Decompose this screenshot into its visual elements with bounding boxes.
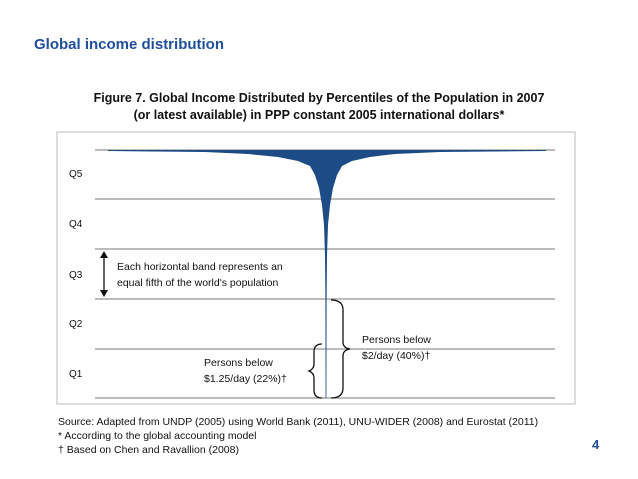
source-line-1: Source: Adapted from UNDP (2005) using W… bbox=[58, 416, 539, 428]
source-line-2: * According to the global accounting mod… bbox=[58, 430, 257, 442]
income-distribution-area bbox=[108, 150, 546, 398]
chart-title-line-1: Figure 7. Global Income Distributed by P… bbox=[93, 91, 545, 105]
chart-frame bbox=[56, 131, 576, 405]
bracket-125day bbox=[307, 343, 323, 399]
band-label-q4: Q4 bbox=[69, 219, 83, 230]
band-label-q5: Q5 bbox=[69, 169, 83, 180]
annotation-125day-line-1: Persons below bbox=[204, 357, 273, 369]
band-note-line-2: equal fifth of the world's population bbox=[117, 277, 279, 289]
page-number: 4 bbox=[592, 437, 600, 452]
band-label-q1: Q1 bbox=[69, 369, 83, 380]
bracket-2day bbox=[330, 299, 351, 399]
band-note-line-1: Each horizontal band represents an bbox=[117, 261, 283, 273]
source-line-3: † Based on Chen and Ravallion (2008) bbox=[58, 444, 239, 456]
annotation-2day-line-2: $2/day (40%)† bbox=[362, 350, 430, 362]
band-label-q3: Q3 bbox=[69, 270, 83, 281]
slide-title: Global income distribution bbox=[34, 36, 225, 53]
annotation-2day-line-1: Persons below bbox=[362, 334, 431, 346]
chart-title-line-2: (or latest available) in PPP constant 20… bbox=[133, 108, 505, 122]
annotation-125day-line-2: $1.25/day (22%)† bbox=[204, 373, 287, 385]
band-height-arrow bbox=[100, 251, 108, 297]
band-label-q2: Q2 bbox=[69, 319, 83, 330]
